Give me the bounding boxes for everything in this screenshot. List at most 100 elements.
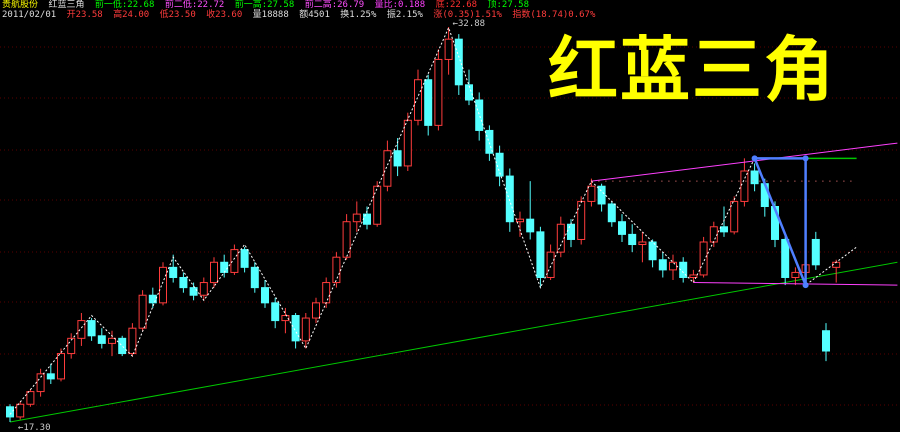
candle-body xyxy=(291,315,300,342)
candle-body xyxy=(97,335,106,344)
quote-header: 2011/02/01 开23.58 高24.00 低23.50 收23.60 量… xyxy=(2,10,600,21)
bottom-value: 底:22.68 xyxy=(435,0,478,10)
candle-body xyxy=(822,330,830,352)
open: 开23.58 xyxy=(66,10,103,20)
amount: 额4501 xyxy=(299,10,330,20)
prev-low1: 前一低:22.68 xyxy=(94,0,155,10)
triangle-vertex xyxy=(802,155,809,162)
triangle-vertex xyxy=(802,282,809,289)
candle-body xyxy=(36,373,45,393)
min-price-label: ←17.30 xyxy=(18,423,51,432)
candle-body xyxy=(577,200,586,240)
indicator-name: 红蓝三角 xyxy=(48,0,85,10)
candle-body xyxy=(485,129,494,154)
candle-body xyxy=(648,241,657,261)
candle-body xyxy=(669,261,677,271)
triangle-vertex xyxy=(751,155,758,162)
candle-body xyxy=(628,233,637,246)
candle-body xyxy=(281,315,290,322)
candle-body xyxy=(87,320,96,337)
candle-body xyxy=(781,238,790,278)
candle-body xyxy=(791,271,800,278)
indicator-header: 贵航股份 红蓝三角 前一低:22.68 前二低:22.72 前一高:27.58 … xyxy=(2,0,534,11)
candle-body xyxy=(220,261,229,273)
candle-body xyxy=(709,226,718,243)
candle-body xyxy=(26,391,35,405)
candle-body xyxy=(46,373,55,380)
candle-body xyxy=(312,302,320,319)
candle-body xyxy=(332,256,341,284)
candle-body xyxy=(414,79,422,121)
candle-body xyxy=(699,241,708,276)
candle-body xyxy=(250,266,259,289)
low: 低23.50 xyxy=(159,10,196,20)
trend-line xyxy=(9,261,898,423)
candle-body xyxy=(16,403,25,418)
candle-body xyxy=(67,337,76,355)
candle-body xyxy=(373,185,382,225)
channel-upper-line xyxy=(591,142,898,182)
candle-body xyxy=(240,249,249,268)
candle-body xyxy=(189,287,198,296)
candle-body xyxy=(128,327,137,355)
candle-body xyxy=(261,287,269,304)
candle-body xyxy=(618,221,626,235)
amplitude: 振2.15% xyxy=(386,10,423,20)
candle-body xyxy=(638,241,647,246)
candle-body xyxy=(322,282,331,304)
candle-body xyxy=(159,266,167,304)
chart-title: 红蓝三角 xyxy=(548,29,836,111)
index-change: 指数(18.74)0.67% xyxy=(512,10,596,20)
prev-low2: 前二低:22.72 xyxy=(164,0,225,10)
high: 高24.00 xyxy=(113,10,150,20)
candle-body xyxy=(6,406,14,418)
candle-body xyxy=(679,261,688,278)
stock-name: 贵航股份 xyxy=(2,0,39,10)
candle-body xyxy=(424,79,433,126)
candle-body xyxy=(393,150,402,167)
volume: 量18888 xyxy=(252,10,289,20)
top-value: 顶:27.58 xyxy=(487,0,530,10)
max-price-label: ←32.88 xyxy=(453,19,486,29)
candle-body xyxy=(108,337,116,344)
candle-body xyxy=(148,294,157,304)
candle-body xyxy=(454,38,463,86)
candle-body xyxy=(271,302,280,322)
candle-body xyxy=(444,38,453,60)
candle-body xyxy=(434,58,443,126)
close: 收23.60 xyxy=(206,10,243,20)
candle-body xyxy=(383,150,392,187)
candle-body xyxy=(118,337,127,355)
date: 2011/02/01 xyxy=(2,10,57,20)
candle-body xyxy=(230,249,239,273)
prev-high2: 前二高:26.79 xyxy=(304,0,365,10)
prev-high1: 前一高:27.58 xyxy=(234,0,295,10)
candle-body xyxy=(77,320,86,339)
candle-body xyxy=(740,170,749,202)
candle-body xyxy=(720,226,728,233)
candle-body xyxy=(750,170,759,185)
candle-body xyxy=(526,218,535,233)
candle-body xyxy=(597,185,606,205)
candle-body xyxy=(403,119,412,167)
candle-body xyxy=(832,261,841,268)
candle-body xyxy=(465,84,473,101)
change: 涨(0.35)1.51% xyxy=(433,10,502,20)
candle-body xyxy=(536,231,545,278)
candle-body xyxy=(587,185,596,202)
volume-ratio: 量比:0.188 xyxy=(374,0,426,10)
candle-body xyxy=(301,317,310,342)
candle-body xyxy=(811,238,820,266)
candle-body xyxy=(689,274,698,278)
candle-body xyxy=(546,251,555,278)
candle-body xyxy=(138,294,147,329)
candle-body xyxy=(516,218,524,223)
candle-body xyxy=(658,259,667,271)
candle-body xyxy=(57,353,65,380)
candle-body xyxy=(352,213,361,223)
turnover: 换1.25% xyxy=(340,10,377,20)
candle-body xyxy=(730,200,739,233)
candle-body xyxy=(495,152,504,177)
